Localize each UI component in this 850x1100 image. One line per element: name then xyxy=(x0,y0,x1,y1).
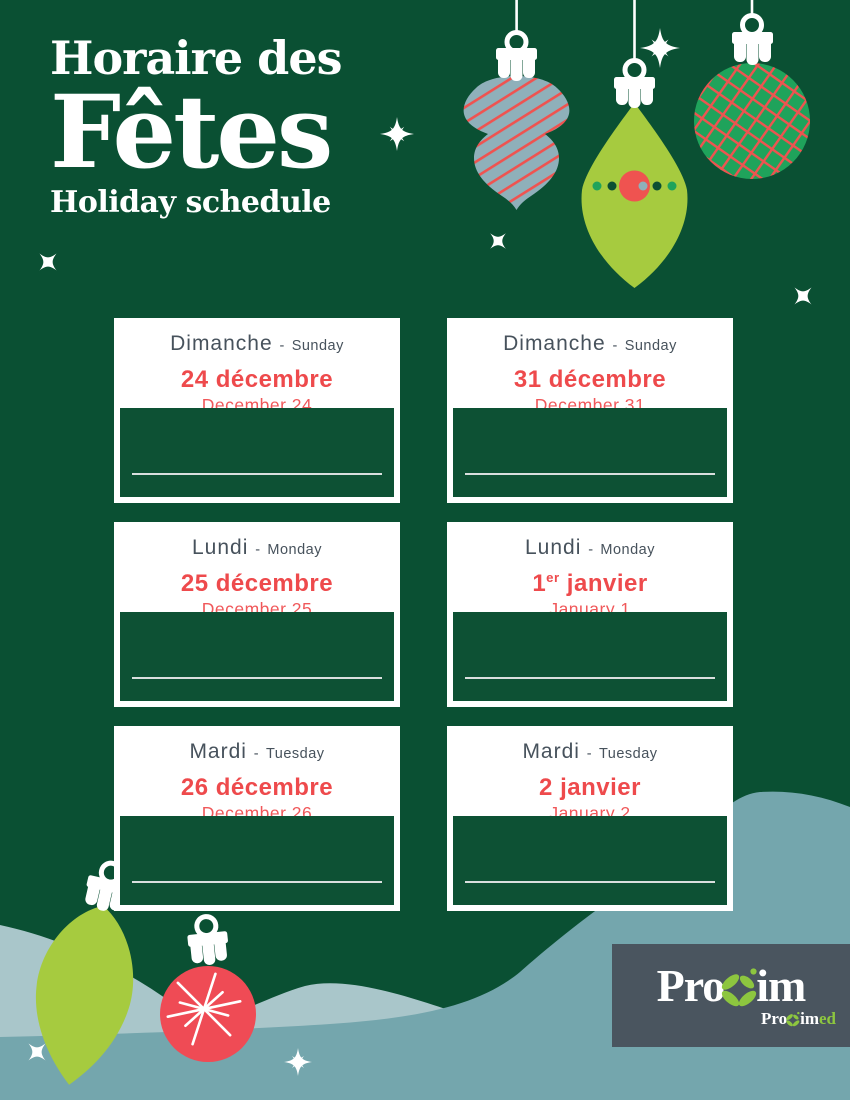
date-french: 25 décembre xyxy=(114,563,400,599)
hours-area xyxy=(453,408,727,497)
date-fr-rest: janvier xyxy=(559,570,648,597)
hours-area xyxy=(453,816,727,905)
schedule-card-dec-26: Mardi - Tuesday 26 décembre December 26 xyxy=(114,726,400,911)
day-en: Tuesday xyxy=(265,746,325,762)
proximed-wordmark: Pro im ed xyxy=(761,1009,836,1028)
title-line-1: Horaire des xyxy=(50,31,343,85)
date-fr-text: 31 décembre xyxy=(513,366,667,393)
proximed-x-petals-icon xyxy=(786,1011,801,1028)
hours-area xyxy=(120,816,394,905)
sparkle-8-icon xyxy=(380,117,414,151)
date-fr-text: 25 décembre xyxy=(180,570,334,597)
title-line-2: Fêtes xyxy=(50,72,333,191)
hours-area xyxy=(120,408,394,497)
card-header: Dimanche - Sunday 24 décembre December 2… xyxy=(114,318,400,416)
date-fr-sup: er xyxy=(546,570,560,585)
date-french: 24 décembre xyxy=(114,359,400,395)
striped-finial-ornament-icon xyxy=(463,0,570,210)
poster-title: Horaire des Fêtes Holiday schedule xyxy=(50,31,343,220)
card-header: Mardi - Tuesday 26 décembre December 26 xyxy=(114,726,400,824)
day-name: Lundi - Monday xyxy=(447,535,733,563)
proxim-x-petals-icon xyxy=(721,968,759,1008)
day-name: Mardi - Tuesday xyxy=(447,739,733,767)
date-french: 26 décembre xyxy=(114,767,400,803)
date-french: 31 décembre xyxy=(447,359,733,395)
schedule-write-line xyxy=(465,677,715,679)
crosshatch-ball-ornament-icon xyxy=(694,0,810,179)
proxim-logo-box: Pro im Pro im ed xyxy=(612,944,850,1047)
day-name: Mardi - Tuesday xyxy=(114,739,400,767)
day-separator: - xyxy=(588,542,594,558)
day-en: Sunday xyxy=(624,338,677,354)
schedule-write-line xyxy=(132,881,382,883)
sparkle-8-icon xyxy=(284,1048,312,1076)
hours-area xyxy=(453,612,727,701)
snowflake-icon xyxy=(166,972,242,1046)
day-separator: - xyxy=(253,746,260,762)
date-fr-text: 24 décembre xyxy=(180,366,334,393)
day-separator: - xyxy=(255,542,261,558)
card-header: Mardi - Tuesday 2 janvier January 2 xyxy=(447,726,733,824)
poster-subtitle: Holiday schedule xyxy=(50,184,331,220)
date-fr-text: 2 janvier xyxy=(539,774,641,801)
card-header: Lundi - Monday 25 décembre December 25 xyxy=(114,522,400,620)
schedule-card-dec-31: Dimanche - Sunday 31 décembre December 3… xyxy=(447,318,733,503)
schedule-card-jan-1: Lundi - Monday 1er janvier January 1 xyxy=(447,522,733,707)
date-french: 1er janvier xyxy=(447,563,733,599)
schedule-card-dec-24: Dimanche - Sunday 24 décembre December 2… xyxy=(114,318,400,503)
schedule-card-jan-2: Mardi - Tuesday 2 janvier January 2 xyxy=(447,726,733,911)
day-fr: Lundi xyxy=(191,536,249,559)
sub-mid: im xyxy=(800,1009,819,1028)
day-en: Monday xyxy=(600,542,655,558)
brand-post: im xyxy=(756,960,806,1011)
day-en: Tuesday xyxy=(598,746,658,762)
schedule-write-line xyxy=(132,473,382,475)
red-snowflake-ball-ornament-icon xyxy=(160,914,256,1062)
sparkle-4-icon xyxy=(791,284,815,308)
schedule-write-line xyxy=(465,881,715,883)
day-en: Monday xyxy=(267,542,322,558)
sparkle-4-icon xyxy=(487,230,509,252)
dotted-spindle-ornament-icon xyxy=(581,0,688,288)
day-name: Dimanche - Sunday xyxy=(114,331,400,359)
sub-pre: Pro xyxy=(760,1009,788,1028)
schedule-card-dec-25: Lundi - Monday 25 décembre December 25 xyxy=(114,522,400,707)
hours-area xyxy=(120,612,394,701)
day-fr: Mardi xyxy=(189,740,247,763)
date-fr-text: 1 xyxy=(532,570,547,597)
lime-teardrop-ornament-icon xyxy=(35,860,134,1085)
brand-pre: Pro xyxy=(656,960,726,1011)
day-fr: Dimanche xyxy=(170,332,273,355)
day-en: Sunday xyxy=(291,338,344,354)
day-fr: Mardi xyxy=(522,740,580,763)
day-fr: Lundi xyxy=(524,536,582,559)
sparkle-8-icon xyxy=(640,28,680,68)
card-header: Dimanche - Sunday 31 décembre December 3… xyxy=(447,318,733,416)
day-separator: - xyxy=(586,746,593,762)
day-name: Lundi - Monday xyxy=(114,535,400,563)
date-french: 2 janvier xyxy=(447,767,733,803)
card-header: Lundi - Monday 1er janvier January 1 xyxy=(447,522,733,620)
date-fr-text: 26 décembre xyxy=(180,774,334,801)
day-separator: - xyxy=(279,338,285,354)
schedule-write-line xyxy=(465,473,715,475)
sparkle-4-icon xyxy=(25,1040,49,1064)
proxim-wordmark: Pro im xyxy=(656,960,807,1011)
schedule-write-line xyxy=(132,677,382,679)
day-fr: Dimanche xyxy=(503,332,606,355)
day-separator: - xyxy=(612,338,618,354)
day-name: Dimanche - Sunday xyxy=(447,331,733,359)
sub-end: ed xyxy=(819,1009,836,1028)
sparkle-4-icon xyxy=(36,250,60,274)
